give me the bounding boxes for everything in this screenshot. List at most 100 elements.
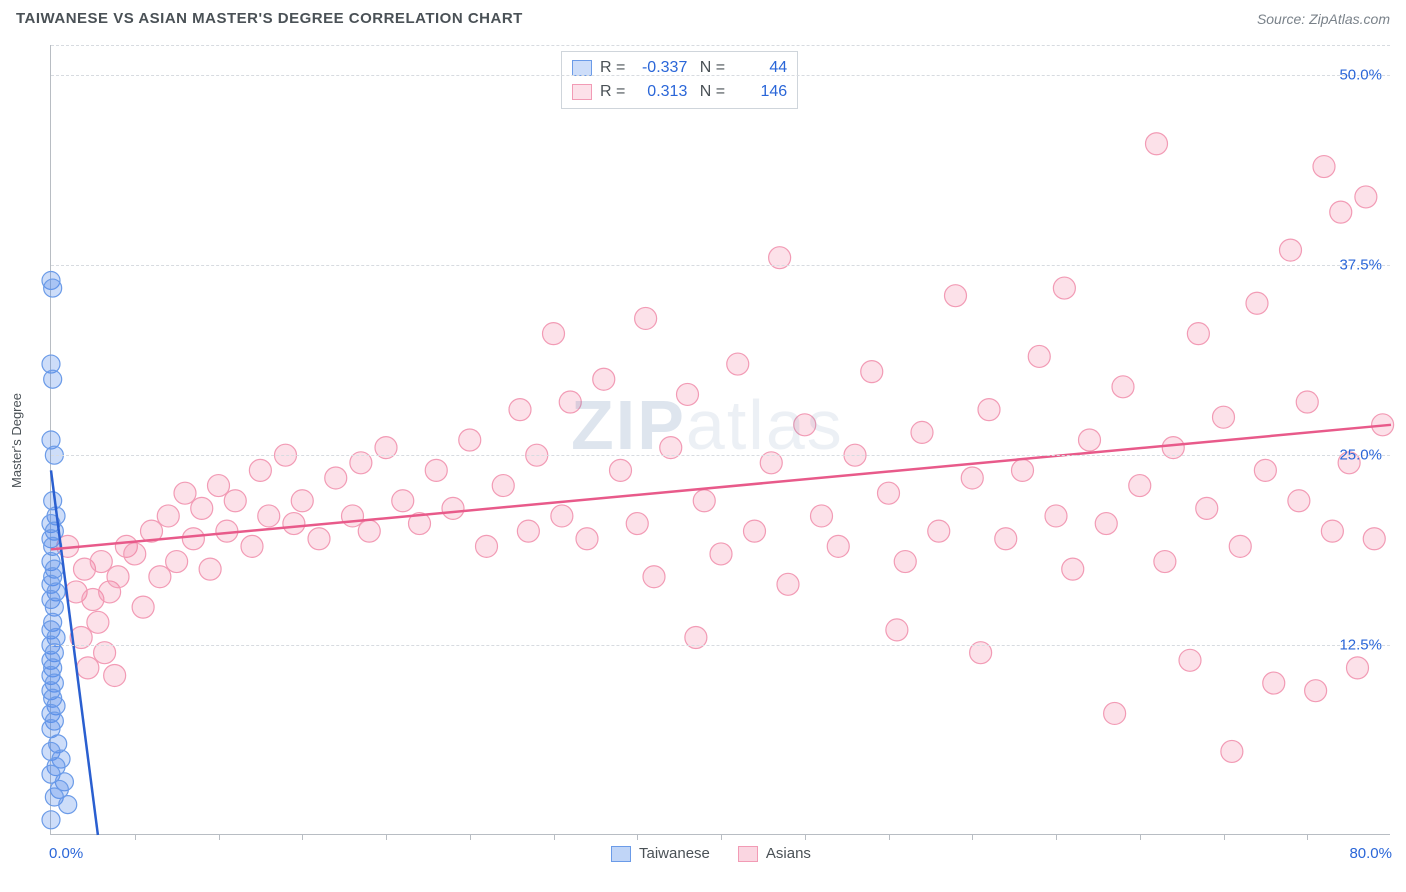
legend-item: Asians <box>738 845 811 862</box>
data-point <box>1079 429 1101 451</box>
data-point <box>945 285 967 307</box>
data-point <box>358 520 380 542</box>
data-point <box>258 505 280 527</box>
y-tick-label: 50.0% <box>1339 67 1382 84</box>
stats-legend: R =-0.337 N =44R =0.313 N =146 <box>561 51 798 109</box>
data-point <box>878 482 900 504</box>
data-point <box>1045 505 1067 527</box>
data-point <box>1012 459 1034 481</box>
data-point <box>1288 490 1310 512</box>
x-tick <box>554 834 555 840</box>
gridline-h <box>51 75 1390 76</box>
x-origin-label: 0.0% <box>49 845 83 862</box>
data-point <box>1305 680 1327 702</box>
data-point <box>995 528 1017 550</box>
x-tick <box>1056 834 1057 840</box>
x-tick <box>889 834 890 840</box>
chart-area: ZIPatlas R =-0.337 N =44R =0.313 N =146 … <box>50 45 1390 835</box>
data-point <box>392 490 414 512</box>
data-point <box>543 323 565 345</box>
x-tick <box>972 834 973 840</box>
data-point <box>77 657 99 679</box>
x-tick <box>386 834 387 840</box>
data-point <box>643 566 665 588</box>
data-point <box>44 279 62 297</box>
stat-r-label: R = <box>600 56 625 80</box>
legend-swatch <box>738 846 758 862</box>
data-point <box>961 467 983 489</box>
data-point <box>1363 528 1385 550</box>
data-point <box>42 811 60 829</box>
x-tick <box>637 834 638 840</box>
data-point <box>459 429 481 451</box>
data-point <box>182 528 204 550</box>
data-point <box>635 307 657 329</box>
y-tick-label: 12.5% <box>1339 637 1382 654</box>
data-point <box>291 490 313 512</box>
data-point <box>476 535 498 557</box>
data-point <box>107 566 129 588</box>
data-point <box>249 459 271 481</box>
chart-title: TAIWANESE VS ASIAN MASTER'S DEGREE CORRE… <box>16 10 523 27</box>
stats-row: R =-0.337 N =44 <box>572 56 787 80</box>
legend-swatch <box>572 60 592 76</box>
data-point <box>886 619 908 641</box>
y-tick-label: 25.0% <box>1339 447 1382 464</box>
data-point <box>517 520 539 542</box>
data-point <box>1146 133 1168 155</box>
data-point <box>1355 186 1377 208</box>
data-point <box>1229 535 1251 557</box>
data-point <box>208 475 230 497</box>
x-max-label: 80.0% <box>1349 845 1392 862</box>
data-point <box>710 543 732 565</box>
x-tick <box>219 834 220 840</box>
legend-label: Asians <box>766 845 811 862</box>
data-point <box>1263 672 1285 694</box>
stat-r-value: -0.337 <box>633 56 687 80</box>
data-point <box>727 353 749 375</box>
data-point <box>166 551 188 573</box>
data-point <box>610 459 632 481</box>
data-point <box>308 528 330 550</box>
data-point <box>1280 239 1302 261</box>
data-point <box>1313 156 1335 178</box>
data-point <box>199 558 221 580</box>
data-point <box>928 520 950 542</box>
data-point <box>1187 323 1209 345</box>
data-point <box>1053 277 1075 299</box>
data-point <box>425 459 447 481</box>
gridline-h <box>51 45 1390 46</box>
legend-label: Taiwanese <box>639 845 710 862</box>
legend-swatch <box>572 84 592 100</box>
data-point <box>1028 345 1050 367</box>
data-point <box>677 383 699 405</box>
stat-n-label: N = <box>695 56 725 80</box>
gridline-h <box>51 645 1390 646</box>
data-point <box>1062 558 1084 580</box>
data-point <box>90 551 112 573</box>
data-point <box>149 566 171 588</box>
data-point <box>1104 702 1126 724</box>
data-point <box>626 513 648 535</box>
x-tick <box>805 834 806 840</box>
data-point <box>693 490 715 512</box>
data-point <box>794 414 816 436</box>
data-point <box>1196 497 1218 519</box>
y-axis-label-area: Master's Degree <box>6 45 26 835</box>
data-point <box>1330 201 1352 223</box>
data-point <box>191 497 213 519</box>
data-point <box>87 611 109 633</box>
source-label: Source: ZipAtlas.com <box>1257 11 1390 27</box>
x-tick <box>1140 834 1141 840</box>
data-point <box>325 467 347 489</box>
data-point <box>241 535 263 557</box>
gridline-h <box>51 455 1390 456</box>
data-point <box>1321 520 1343 542</box>
x-tick <box>135 834 136 840</box>
data-point <box>1221 740 1243 762</box>
data-point <box>1246 292 1268 314</box>
legend-item: Taiwanese <box>611 845 710 862</box>
data-point <box>224 490 246 512</box>
data-point <box>1296 391 1318 413</box>
data-point <box>283 513 305 535</box>
